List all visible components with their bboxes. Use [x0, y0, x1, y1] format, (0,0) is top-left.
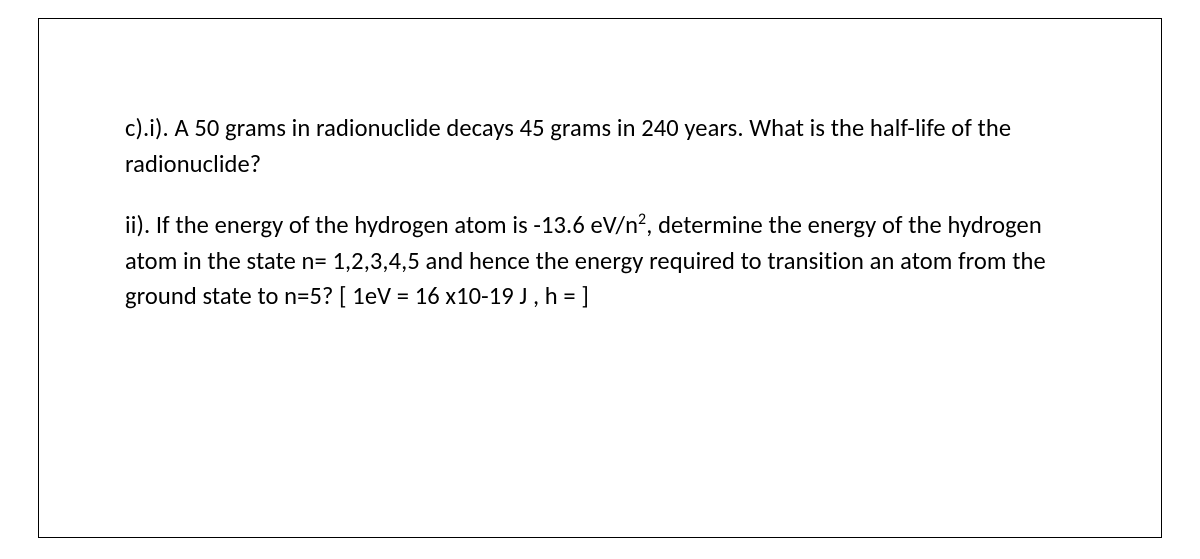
exponent-2: 2: [638, 210, 646, 229]
page: c).i). A 50 grams in radionuclide decays…: [0, 0, 1200, 559]
question-c-i: c).i). A 50 grams in radionuclide decays…: [125, 111, 1075, 182]
question-c-i-text: A 50 grams in radionuclide decays 45 gra…: [125, 113, 1011, 179]
question-c-i-label: c).i).: [125, 113, 169, 143]
question-c-ii-label: ii).: [125, 210, 150, 240]
question-c-ii-prefix: If the energy of the hydrogen atom is -1…: [156, 210, 638, 240]
question-c-ii: ii). If the energy of the hydrogen atom …: [125, 208, 1075, 315]
document-frame: c).i). A 50 grams in radionuclide decays…: [38, 18, 1162, 538]
